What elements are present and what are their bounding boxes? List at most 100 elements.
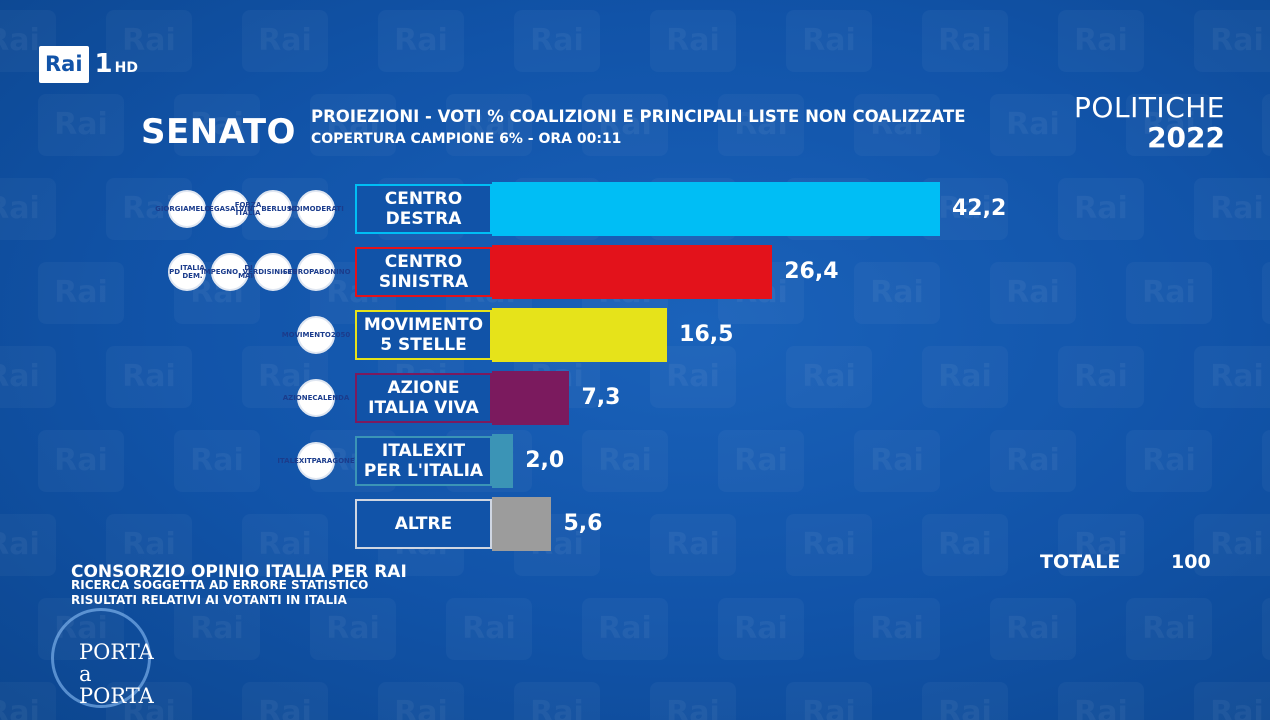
watermark-tile: Rai [242,682,328,720]
party-logo-text: VERDI [242,268,267,276]
chart-subtitle: COPERTURA CAMPIONE 6% - ORA 00:11 [311,131,622,147]
watermark-tile: Rai [854,262,940,324]
category-label-line: CENTRO [384,189,463,209]
watermark-tile: Rai [1262,262,1270,324]
category-label-line: ALTRE [394,514,453,534]
watermark-tile: Rai [174,430,260,492]
watermark-tile: Rai [1058,10,1144,72]
bar [492,497,552,551]
category-label-line: ITALEXIT [381,441,466,461]
source-line-3: RISULTATI RELATIVI AI VOTANTI IN ITALIA [71,593,347,607]
watermark-tile: Rai [1194,10,1270,72]
watermark-tile: Rai [106,346,192,408]
watermark-tile: Rai [718,598,804,660]
party-logo-text: PD [169,268,181,276]
logo-line-1: PORTA [79,640,154,664]
watermark-tile: Rai [582,598,668,660]
total-label: TOTALE [1040,551,1121,573]
bar-value-label: 2,0 [525,448,565,473]
watermark-tile: Rai [922,10,1008,72]
watermark-tile: Rai [854,430,940,492]
category-label-line: PER L'ITALIA [363,461,484,481]
watermark-tile: Rai [1262,430,1270,492]
category-label-text: AZIONE ITALIA VIVA [368,378,479,418]
category-label: AZIONE ITALIA VIVA [355,373,492,423]
category-label-line: MOVIMENTO [363,315,484,335]
party-logo-icon: PD ITALIA DEM. [168,253,206,291]
watermark-tile: Rai [1262,94,1270,156]
election-year: 2022 [1147,121,1225,154]
category-label: CENTRO SINISTRA [355,247,492,297]
party-logo-text: 2050 [330,331,351,339]
category-label-text: ALTRE [395,514,452,534]
bar-value-label: 16,5 [679,322,734,347]
watermark-tile: Rai [1194,682,1270,720]
logo-text: PORTA a PORTA [79,641,159,707]
watermark-tile: Rai [38,94,124,156]
party-logo-icon: MOVIMENTO 2050 [282,316,350,354]
watermark-tile: Rai [38,262,124,324]
watermark-tile: Rai [650,682,736,720]
party-logo-text: ITALIA DEM. [180,264,205,280]
watermark-tile: Rai [446,598,532,660]
bar [492,245,773,299]
party-logo-text: SALVINI [224,205,256,213]
watermark-tile: Rai [582,430,668,492]
category-label-text: CENTRO DESTRA [385,189,462,229]
rai1-hd-logo: Rai 1 HD [39,41,138,87]
watermark-tile: Rai [1262,598,1270,660]
category-label: MOVIMENTO 5 STELLE [355,310,492,360]
party-logos: ITALEXIT PARAGONE [277,442,355,480]
watermark-tile: Rai [0,514,56,576]
category-label-line: 5 STELLE [380,335,467,355]
party-logo-text: PARAGONE [311,457,355,465]
watermark-tile: Rai [1194,346,1270,408]
watermark-tile: Rai [922,682,1008,720]
source-line-1: CONSORZIO OPINIO ITALIA PER RAI [71,562,407,582]
bar-value-label: 26,4 [784,259,839,284]
watermark-tile: Rai [786,682,872,720]
category-label-line: CENTRO [384,252,463,272]
party-logo-text: BERLUSCONI [261,205,312,213]
party-logo-text: DI MAIO [238,264,260,280]
watermark-tile: Rai [0,682,56,720]
watermark-tile: Rai [990,94,1076,156]
party-logo-icon: ITALEXIT PARAGONE [277,442,355,480]
party-logo-text: BONINO [319,268,351,276]
party-logo-text: +EUROPA [281,268,320,276]
election-badge: POLITICHE 2022 [1074,93,1225,153]
bar [492,434,514,488]
watermark-tile: Rai [1126,598,1212,660]
category-label-line: DESTRA [385,209,462,229]
category-label: ITALEXIT PER L'ITALIA [355,436,492,486]
watermark-tile: Rai [378,682,464,720]
watermark-tile: Rai [1058,178,1144,240]
party-logo-icon: FORZA ITALIA BERLUSCONI [235,190,311,228]
channel-number: 1 [94,49,113,79]
watermark-tile: Rai [990,430,1076,492]
category-label-line: AZIONE [387,378,460,398]
party-logos: GIORGIA MELONI LEGA SALVINI FORZA ITALIA BERL… [155,190,344,228]
logo-ring [51,608,151,708]
watermark-tile: Rai [38,430,124,492]
party-logo-icon: AZIONE CALENDA [283,379,349,417]
bar [492,371,570,425]
watermark-tile: Rai [786,346,872,408]
party-logo-text: FORZA ITALIA [234,201,262,217]
category-label-text: CENTRO SINISTRA [379,252,468,292]
party-logo-icon: NOI MODERATI [288,190,344,228]
party-logos: MOVIMENTO 2050 [282,316,350,354]
watermark-tile: Rai [310,598,396,660]
logo-line-2: a PORTA [79,662,154,708]
watermark-tile: Rai [990,598,1076,660]
watermark-tile: Rai [1058,346,1144,408]
watermark-tile: Rai [514,682,600,720]
watermark-tile: Rai [650,10,736,72]
watermark-tile: Rai [922,346,1008,408]
party-logo-icon: GIORGIA MELONI [155,190,219,228]
party-logo-text: IMPEGNO [201,268,239,276]
watermark-tile: Rai [242,10,328,72]
watermark-tile: Rai [0,346,56,408]
party-logo-text: GIORGIA [155,205,189,213]
party-logo-icon: +EUROPA BONINO [281,253,351,291]
